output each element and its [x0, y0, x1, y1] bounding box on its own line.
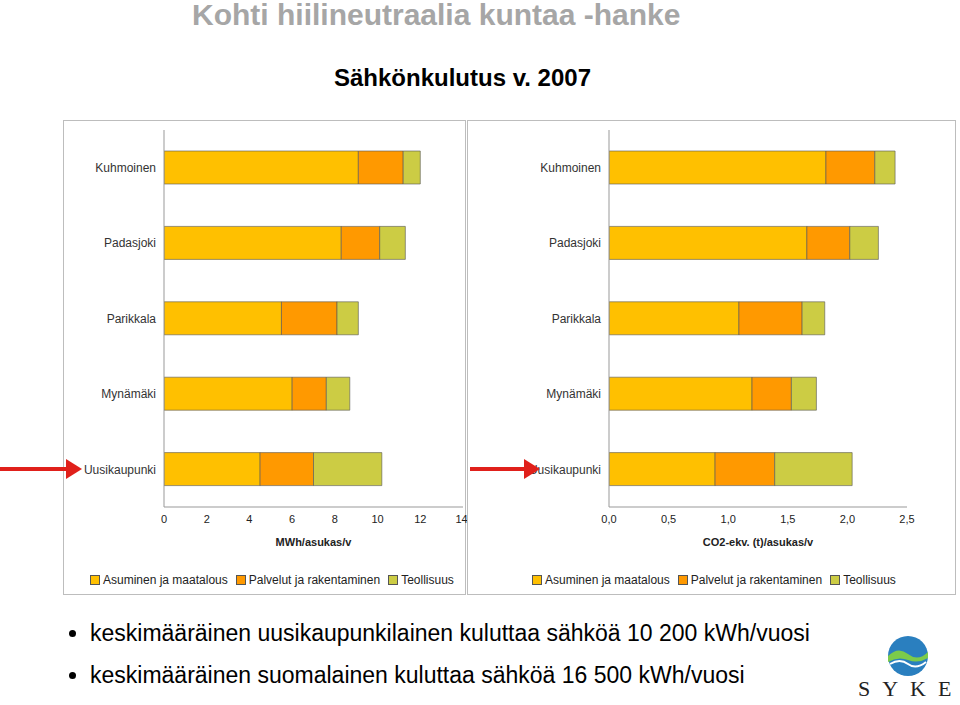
svg-text:Uusikaupunki: Uusikaupunki — [84, 463, 156, 477]
html-text:Teollisuus: Teollisuus — [843, 573, 896, 587]
svg-text:1,0: 1,0 — [721, 513, 736, 525]
svg-text:8: 8 — [332, 513, 338, 525]
svg-text:6: 6 — [289, 513, 295, 525]
html-text:Palvelut ja rakentaminen: Palvelut ja rakentaminen — [690, 573, 823, 587]
html-text:CO2-ekv. (t)/asukas/v: CO2-ekv. (t)/asukas/v — [702, 536, 814, 548]
svg-text:4: 4 — [246, 513, 252, 525]
svg-text:2,0: 2,0 — [840, 513, 855, 525]
html-text:keskimääräinen uusikaupunkilai: keskimääräinen uusikaupunkilainen kulutt… — [90, 620, 810, 646]
html-text:MWh/asukas/v: MWh/asukas/v — [275, 536, 352, 548]
svg-text:Padasjoki: Padasjoki — [549, 236, 601, 250]
html-text:Asuminen ja maatalous: Asuminen ja maatalous — [103, 573, 228, 587]
svg-text:Kuhmoinen: Kuhmoinen — [95, 161, 156, 175]
svg-text:14: 14 — [455, 513, 467, 525]
svg-text:1,5: 1,5 — [780, 513, 795, 525]
svg-text:Mynämäki: Mynämäki — [101, 387, 156, 401]
svg-text:2: 2 — [204, 513, 210, 525]
svg-text:Kuhmoinen: Kuhmoinen — [540, 161, 601, 175]
svg-text:2,5: 2,5 — [899, 513, 914, 525]
svg-text:12: 12 — [414, 513, 426, 525]
svg-text:0: 0 — [161, 513, 167, 525]
svg-text:Uusikaupunki: Uusikaupunki — [529, 463, 601, 477]
svg-text:Parikkala: Parikkala — [107, 312, 157, 326]
svg-text:Parikkala: Parikkala — [552, 312, 602, 326]
svg-text:10: 10 — [371, 513, 383, 525]
html-text:Asuminen ja maatalous: Asuminen ja maatalous — [545, 573, 670, 587]
html-text:Teollisuus: Teollisuus — [401, 573, 454, 587]
html-text:Palvelut ja rakentaminen: Palvelut ja rakentaminen — [248, 573, 381, 587]
svg-text:0,5: 0,5 — [661, 513, 676, 525]
svg-text:0,0: 0,0 — [601, 513, 616, 525]
html-text:Sähkönkulutus v. 2007: Sähkönkulutus v. 2007 — [334, 64, 591, 91]
svg-text:Padasjoki: Padasjoki — [104, 236, 156, 250]
svg-text:Mynämäki: Mynämäki — [546, 387, 601, 401]
html-text:keskimääräinen suomalainen kul: keskimääräinen suomalainen kuluttaa sähk… — [90, 662, 745, 688]
